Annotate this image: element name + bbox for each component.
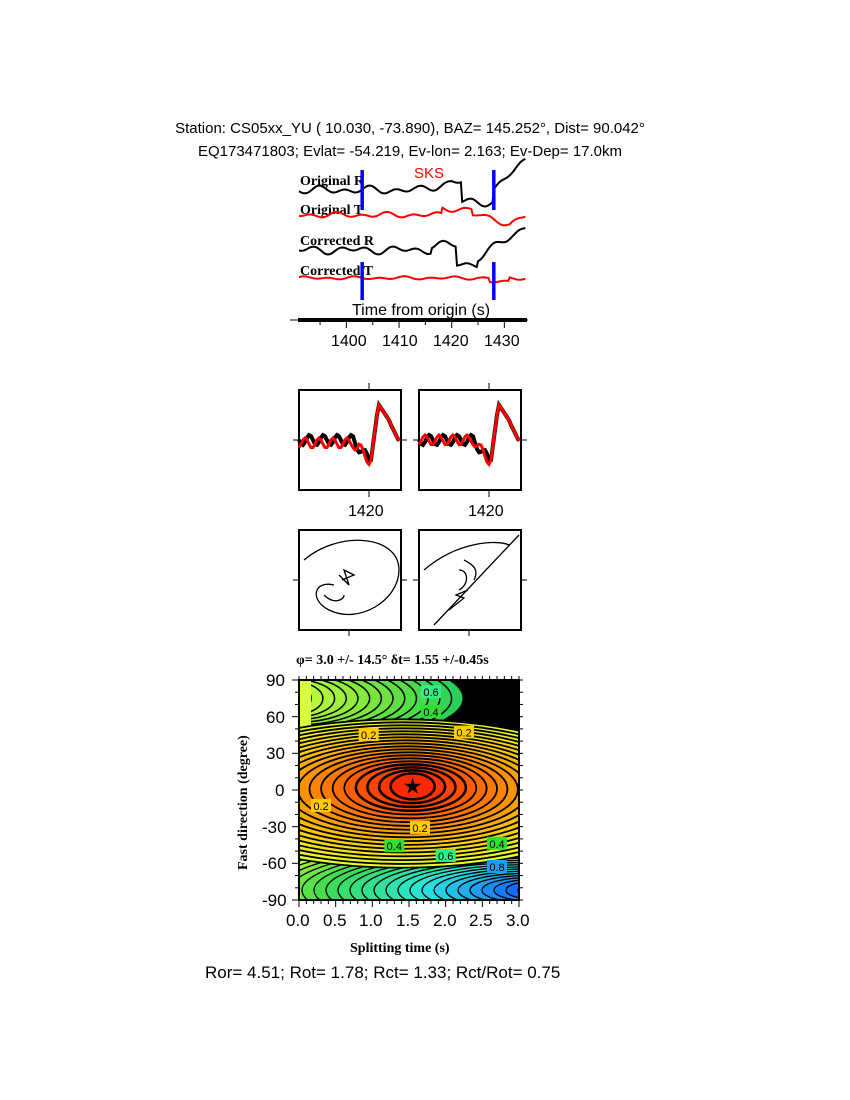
trace-corrected-t	[298, 275, 526, 284]
contour-label: 0.6	[438, 851, 453, 863]
contour-label-box	[358, 728, 379, 741]
transverse-waveform-0	[297, 401, 401, 468]
contour-label-box	[384, 839, 405, 853]
footer-ratios: Ror= 4.51; Rot= 1.78; Rct= 1.33; Rct/Rot…	[205, 963, 561, 982]
contour-label-box	[421, 685, 441, 699]
contour-label: 0.8	[489, 862, 504, 874]
trace-tick-1420: 1420	[433, 333, 469, 350]
contour-label-box	[487, 860, 507, 873]
trace-tick-1400: 1400	[331, 333, 367, 350]
wave-tick-left: 1420	[348, 503, 384, 520]
ytick-0: 0	[275, 781, 285, 800]
trace-tick-1430: 1430	[484, 333, 520, 350]
ytick-90: 90	[266, 671, 285, 690]
contour-level	[517, 886, 519, 894]
particle-motion-frame-1	[418, 529, 522, 631]
xtick-1.0: 1.0	[359, 911, 383, 930]
contour-label: 0.4	[387, 841, 402, 853]
contour-panel	[299, 680, 519, 900]
contour-label: 0.4	[423, 707, 438, 719]
contour-label: 0.2	[361, 730, 376, 742]
ytick-m30: -30	[262, 818, 287, 837]
xtick-0.0: 0.0	[286, 911, 310, 930]
contour-label-box	[435, 849, 456, 862]
contour-label: 0.4	[489, 839, 504, 851]
contour-level	[389, 772, 436, 801]
ytick-60: 60	[266, 708, 285, 727]
trace-corrected-r	[298, 226, 526, 269]
contour-level	[299, 681, 324, 716]
xtick-2.5: 2.5	[469, 911, 493, 930]
contour-label-box	[410, 820, 430, 834]
trace-original-t	[299, 206, 526, 227]
header-station-line: Station: CS05xx_YU ( 10.030, -73.890), B…	[175, 120, 645, 137]
contour-label: 0.6	[423, 687, 438, 699]
trace-xlabel: Time from origin (s)	[352, 302, 491, 319]
header-event-line: EQ173471803; Evlat= -54.219, Ev-lon= 2.1…	[197, 143, 623, 160]
contour-frame: ★	[292, 676, 523, 907]
contour-label: 0.2	[313, 801, 328, 813]
contour-xlabel: Splitting time (s)	[350, 941, 450, 956]
particle-motion-curve-0	[303, 539, 400, 616]
ytick-m90: -90	[262, 891, 287, 910]
trace-panel	[290, 158, 528, 328]
contour-label: 0.2	[456, 728, 471, 740]
wave-tick-right: 1420	[468, 503, 504, 520]
phase-label: SKS	[414, 165, 445, 182]
best-fit-star-icon: ★	[403, 773, 423, 798]
contour-label-box	[487, 836, 507, 850]
trace-label-original-r: Original R	[300, 174, 365, 189]
contour-level	[493, 879, 519, 900]
contour-label-box	[311, 798, 331, 812]
waveform-panels	[293, 383, 527, 497]
contour-central-basin	[299, 718, 519, 869]
contour-label-box	[421, 704, 441, 718]
xtick-3.0: 3.0	[506, 911, 530, 930]
ytick-30: 30	[266, 744, 285, 763]
trace-tick-1410: 1410	[382, 333, 418, 350]
contour-title: φ= 3.0 +/- 14.5° δt= 1.55 +/-0.45s	[296, 653, 489, 668]
trace-label-corrected-r: Corrected R	[300, 234, 374, 249]
trace-label-original-t: Original T	[300, 203, 364, 218]
contour-label-box	[454, 725, 474, 739]
ytick-m60: -60	[262, 854, 287, 873]
transverse-waveform-1	[417, 401, 521, 468]
xtick-2.0: 2.0	[433, 911, 457, 930]
xtick-1.5: 1.5	[396, 911, 420, 930]
particle-motion-curve-1	[423, 534, 520, 626]
contour-level	[505, 882, 519, 899]
contour-labels: 0.6 0.4 0.2 0.2 0.2 0.2 0.4 0.6 0.4 0.8	[311, 685, 507, 874]
xtick-0.5: 0.5	[323, 911, 347, 930]
contour-level	[299, 691, 301, 705]
contour-label: 0.2	[412, 823, 427, 835]
particle-motion-panels	[293, 529, 527, 636]
trace-original-r	[298, 158, 526, 208]
